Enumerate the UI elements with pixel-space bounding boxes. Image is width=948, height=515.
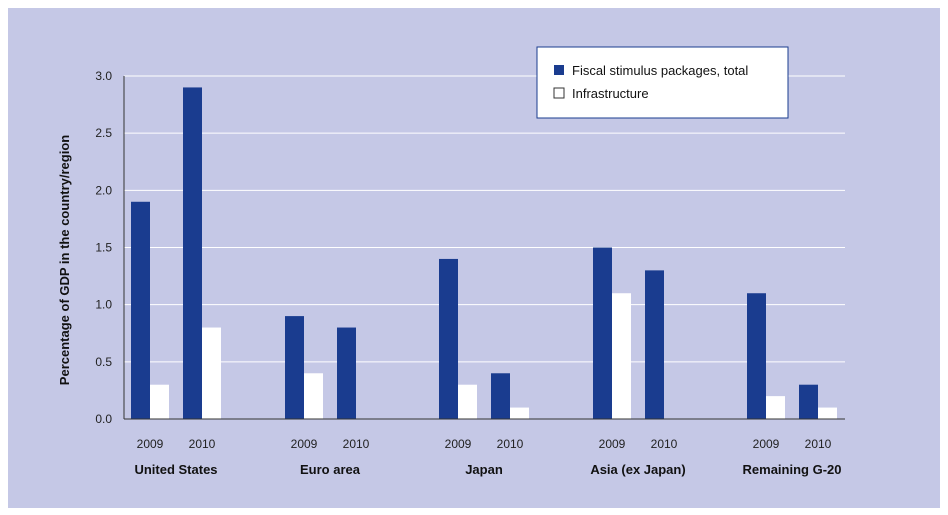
bar-infrastructure <box>304 373 323 419</box>
bar-total <box>491 373 510 419</box>
legend-swatch-total <box>554 65 564 75</box>
bar-total <box>593 247 612 419</box>
legend-label-total: Fiscal stimulus packages, total <box>572 63 748 78</box>
axes: 0.0 0.5 1.0 1.5 2.0 2.5 3.0 2009 2010 United Stat… <box>95 69 845 477</box>
x-group-label: Euro area <box>300 462 361 477</box>
x-year-label: 2009 <box>291 437 318 451</box>
y-tick-label: 2.5 <box>95 126 112 140</box>
x-year-label: 2010 <box>343 437 370 451</box>
bar-total <box>285 316 304 419</box>
x-year-label: 2010 <box>805 437 832 451</box>
bar-total <box>337 327 356 419</box>
bar-total <box>799 384 818 419</box>
legend-label-infrastructure: Infrastructure <box>572 86 649 101</box>
bar-total <box>645 270 664 419</box>
y-tick-label: 1.0 <box>95 298 112 312</box>
x-group-label: Remaining G-20 <box>743 462 842 477</box>
x-year-label: 2009 <box>599 437 626 451</box>
legend-swatch-infrastructure <box>553 87 565 99</box>
bar-infrastructure <box>202 327 221 419</box>
y-axis-label: Percentage of GDP in the country/region <box>57 135 72 385</box>
bar-total <box>747 293 766 419</box>
grid-lines <box>124 75 845 363</box>
y-tick-label: 3.0 <box>95 69 112 83</box>
y-tick-label: 0.0 <box>95 412 112 426</box>
bar-infrastructure <box>818 407 837 419</box>
legend-box <box>536 46 789 119</box>
y-tick-label: 0.5 <box>95 355 112 369</box>
x-group-label: Asia (ex Japan) <box>590 462 685 477</box>
bar-total <box>439 258 458 419</box>
x-year-label: 2009 <box>445 437 472 451</box>
y-tick-label: 1.5 <box>95 241 112 255</box>
legend: Fiscal stimulus packages, total Infrastr… <box>536 46 789 119</box>
bar-total <box>183 87 202 419</box>
x-year-label: 2010 <box>497 437 524 451</box>
bar-infrastructure <box>510 407 529 419</box>
x-year-label: 2010 <box>189 437 216 451</box>
y-tick-label: 2.0 <box>95 183 112 197</box>
bar-total <box>131 201 150 419</box>
bar-infrastructure <box>612 293 631 419</box>
x-year-label: 2009 <box>753 437 780 451</box>
bars <box>131 87 837 419</box>
x-year-label: 2010 <box>651 437 678 451</box>
bar-infrastructure <box>458 384 477 419</box>
x-group-label: United States <box>134 462 217 477</box>
bar-infrastructure <box>150 384 169 419</box>
bar-infrastructure <box>766 396 785 419</box>
x-group-label: Japan <box>465 462 503 477</box>
x-year-label: 2009 <box>137 437 164 451</box>
